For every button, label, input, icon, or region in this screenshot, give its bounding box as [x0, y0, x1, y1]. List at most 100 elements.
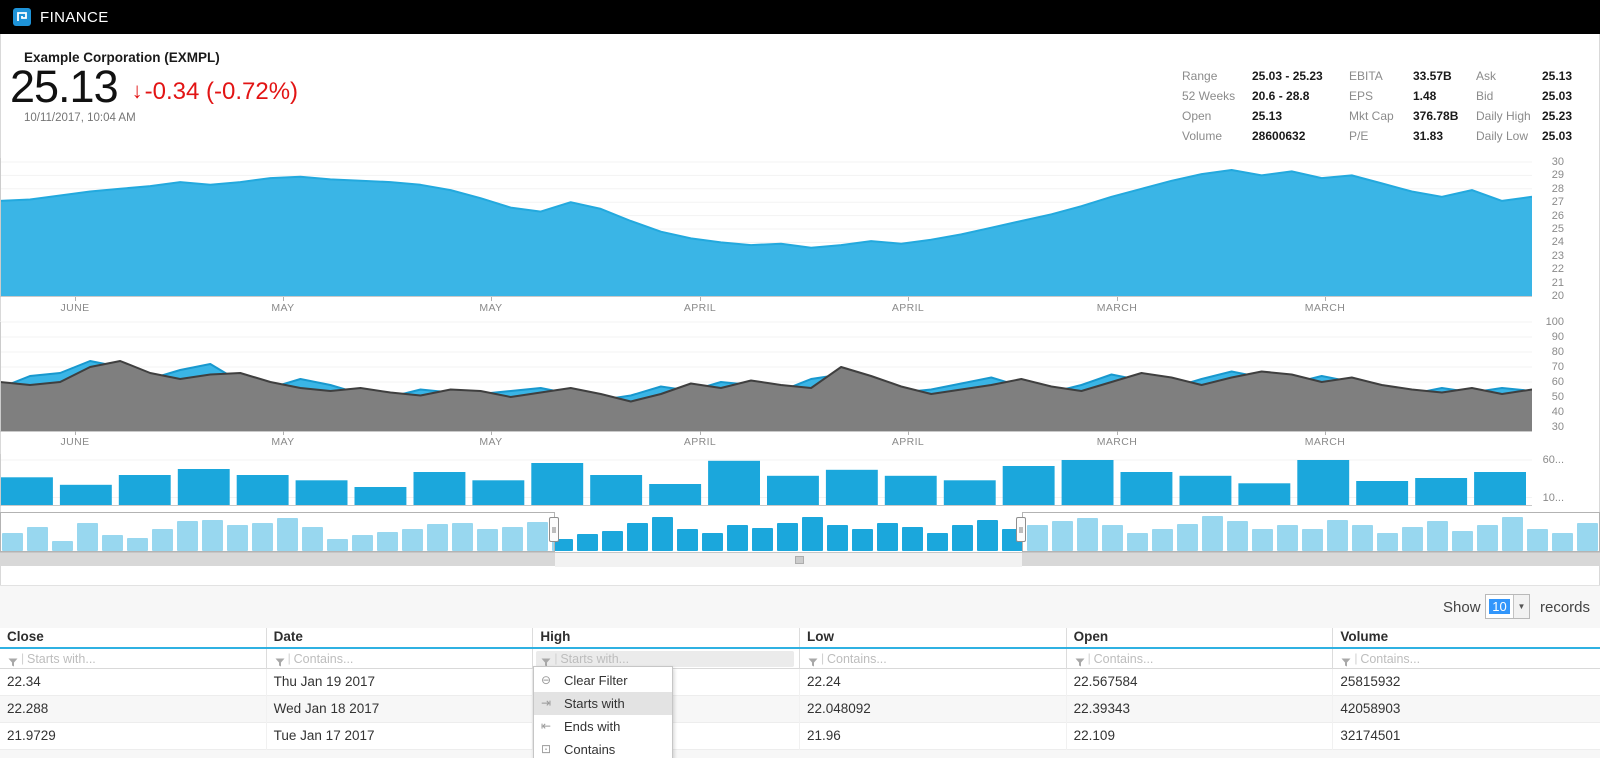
- menu-item-clear-filter[interactable]: ⊖ Clear Filter: [534, 669, 672, 692]
- column-header-date[interactable]: Date: [267, 628, 534, 647]
- price-area-chart[interactable]: [0, 150, 1532, 298]
- stats-group: EBITA 33.57B EPS 1.48 Mkt Cap 376.78B P/E 31.83: [1349, 66, 1475, 146]
- table-cell: 25815932: [1340, 674, 1401, 689]
- zoombar-scroll-window[interactable]: [555, 553, 1022, 567]
- table-cell: 22.34: [0, 669, 267, 696]
- filter-editor-active-background: [536, 651, 794, 667]
- x-axis-month-label: MAY: [479, 436, 503, 448]
- column-header-open[interactable]: Open: [1067, 628, 1334, 647]
- x-axis-month-label: APRIL: [683, 436, 717, 448]
- stat-value: 25.03: [1541, 89, 1572, 103]
- filter-placeholder: Contains...: [827, 652, 887, 666]
- filter-cell-close[interactable]: | Starts with...: [0, 649, 267, 669]
- company-name: Example Corporation (EXMPL): [24, 50, 220, 65]
- page-size-combo[interactable]: 10 ▼: [1485, 594, 1530, 619]
- column-header-low[interactable]: Low: [800, 628, 1067, 647]
- stat-value: 25.13: [1252, 109, 1283, 123]
- stat-label: EPS: [1349, 89, 1374, 103]
- x-axis-month-label: APRIL: [683, 302, 717, 314]
- y-axis-tick-label: 30: [1551, 156, 1564, 168]
- stat-value: 31.83: [1413, 129, 1444, 143]
- y-axis-tick-label: 29: [1551, 169, 1564, 181]
- zoombar-left-handle[interactable]: [549, 517, 559, 542]
- filter-cell-date[interactable]: | Contains...: [267, 649, 534, 669]
- stat-label: Daily Low: [1476, 129, 1529, 143]
- filter-placeholder: Starts with...: [27, 652, 96, 666]
- y-axis-tick-label: 40: [1551, 406, 1564, 418]
- page-size-value[interactable]: 10: [1486, 595, 1513, 618]
- stat-label: Open: [1182, 109, 1212, 123]
- menu-item-icon: ⇥: [541, 696, 552, 710]
- zoombar-navigator[interactable]: [0, 508, 1600, 552]
- column-header-high[interactable]: High: [533, 628, 800, 647]
- stat-value: 25.23: [1541, 109, 1572, 123]
- stat-label: P/E: [1349, 129, 1369, 143]
- zoombar-scrollbar[interactable]: [0, 552, 1600, 567]
- filter-cell-volume[interactable]: | Contains...: [1333, 649, 1600, 669]
- filter-funnel-icon[interactable]: [1341, 654, 1351, 672]
- stat-label: Range: [1182, 69, 1218, 83]
- volume-bar-chart[interactable]: [0, 450, 1532, 507]
- table-cell: 22.288: [0, 696, 267, 723]
- indicator-chart-y-axis: 100 90 80 70 60 50 40 30: [1534, 316, 1564, 434]
- y-axis-tick-label: 100: [1545, 316, 1564, 328]
- table-row-partial[interactable]: [0, 750, 1600, 758]
- y-axis-tick-label: 30: [1551, 421, 1564, 433]
- menu-item-ends-with[interactable]: ⇤ Ends with: [534, 715, 672, 738]
- filter-separator: |: [821, 651, 825, 665]
- x-axis-month-label: MARCH: [1096, 436, 1138, 448]
- table-cell: [533, 723, 800, 750]
- table-cell: Wed Jan 18 2017: [267, 696, 534, 723]
- filter-cell-open[interactable]: | Contains...: [1067, 649, 1334, 669]
- filter-placeholder: Contains...: [293, 652, 354, 666]
- filter-funnel-icon[interactable]: [8, 654, 18, 672]
- y-axis-tick-label: 70: [1551, 361, 1564, 373]
- table-row[interactable]: 21.9729 Tue Jan 17 2017 21.96 22.109 3217450…: [0, 723, 1600, 750]
- handle-grip: [1019, 527, 1023, 533]
- zoombar-right-handle[interactable]: [1016, 517, 1026, 542]
- menu-item-label: Starts with: [564, 696, 625, 711]
- filter-funnel-icon[interactable]: [541, 654, 551, 672]
- app-logo-icon: [13, 8, 31, 26]
- filter-cell-low[interactable]: | Contains...: [800, 649, 1067, 669]
- y-axis-tick-label: 60: [1551, 376, 1564, 388]
- zoombar-scroll-grip[interactable]: [795, 556, 804, 564]
- records-label: records: [1540, 599, 1591, 616]
- x-axis-month-label: MARCH: [1096, 302, 1138, 314]
- filter-cell-high[interactable]: | Starts with...: [533, 649, 800, 669]
- y-axis-tick-label: 28: [1551, 183, 1564, 195]
- table-row[interactable]: 22.288 Wed Jan 18 2017 22.048092 22.39343 42…: [0, 696, 1600, 723]
- stat-value: 25.03: [1541, 129, 1572, 143]
- x-axis-month-label: JUNE: [60, 302, 90, 314]
- x-axis-tick: [908, 431, 909, 435]
- stats-group: Ask 25.13 Bid 25.03 Daily High 25.23 Daily Low…: [1476, 66, 1572, 146]
- filter-funnel-icon[interactable]: [808, 654, 818, 672]
- column-header-close[interactable]: Close: [0, 628, 267, 647]
- column-header-volume[interactable]: Volume: [1340, 629, 1389, 644]
- combo-dropdown-arrow-icon[interactable]: ▼: [1513, 595, 1529, 618]
- menu-item-starts-with[interactable]: ⇥ Starts with: [534, 692, 672, 715]
- menu-item-icon: ⇤: [541, 719, 552, 733]
- x-axis-tick: [700, 431, 701, 435]
- indicator-area-chart[interactable]: [0, 318, 1532, 432]
- price-value: 25.13: [10, 61, 119, 112]
- stat-value: 25.03 - 25.23: [1252, 69, 1323, 83]
- table-row[interactable]: 22.34 Thu Jan 19 2017 22.24 22.567584 258159…: [0, 669, 1600, 696]
- menu-item-contains[interactable]: ⊡ Contains: [534, 738, 672, 758]
- stat-value: 25.13: [1541, 69, 1572, 83]
- price-chart-y-axis: 30 29 28 27 26 25 24 23 22 21 20: [1534, 150, 1564, 302]
- y-axis-tick-label: 24: [1551, 236, 1564, 248]
- filter-funnel-icon[interactable]: [275, 654, 285, 672]
- x-axis-tick: [908, 297, 909, 301]
- filter-separator: |: [1354, 651, 1358, 665]
- grid-header-row: Close Date High Low Open Volume: [0, 628, 1600, 647]
- x-axis-month-label: MARCH: [1304, 302, 1346, 314]
- filter-condition-menu: ⊖ Clear Filter ⇥ Starts with ⇤ Ends with ⊡ Cont…: [533, 666, 673, 758]
- table-cell: [533, 669, 800, 696]
- filter-funnel-icon[interactable]: [1075, 654, 1085, 672]
- x-axis-month-label: APRIL: [891, 302, 925, 314]
- quote-timestamp: 10/11/2017, 10:04 AM: [24, 112, 136, 124]
- y-axis-tick-label: 20: [1551, 290, 1564, 302]
- change-down-arrow-icon: ↓: [131, 78, 143, 103]
- price-row: 25.13 ↓ -0.34 (-0.72%): [10, 64, 298, 109]
